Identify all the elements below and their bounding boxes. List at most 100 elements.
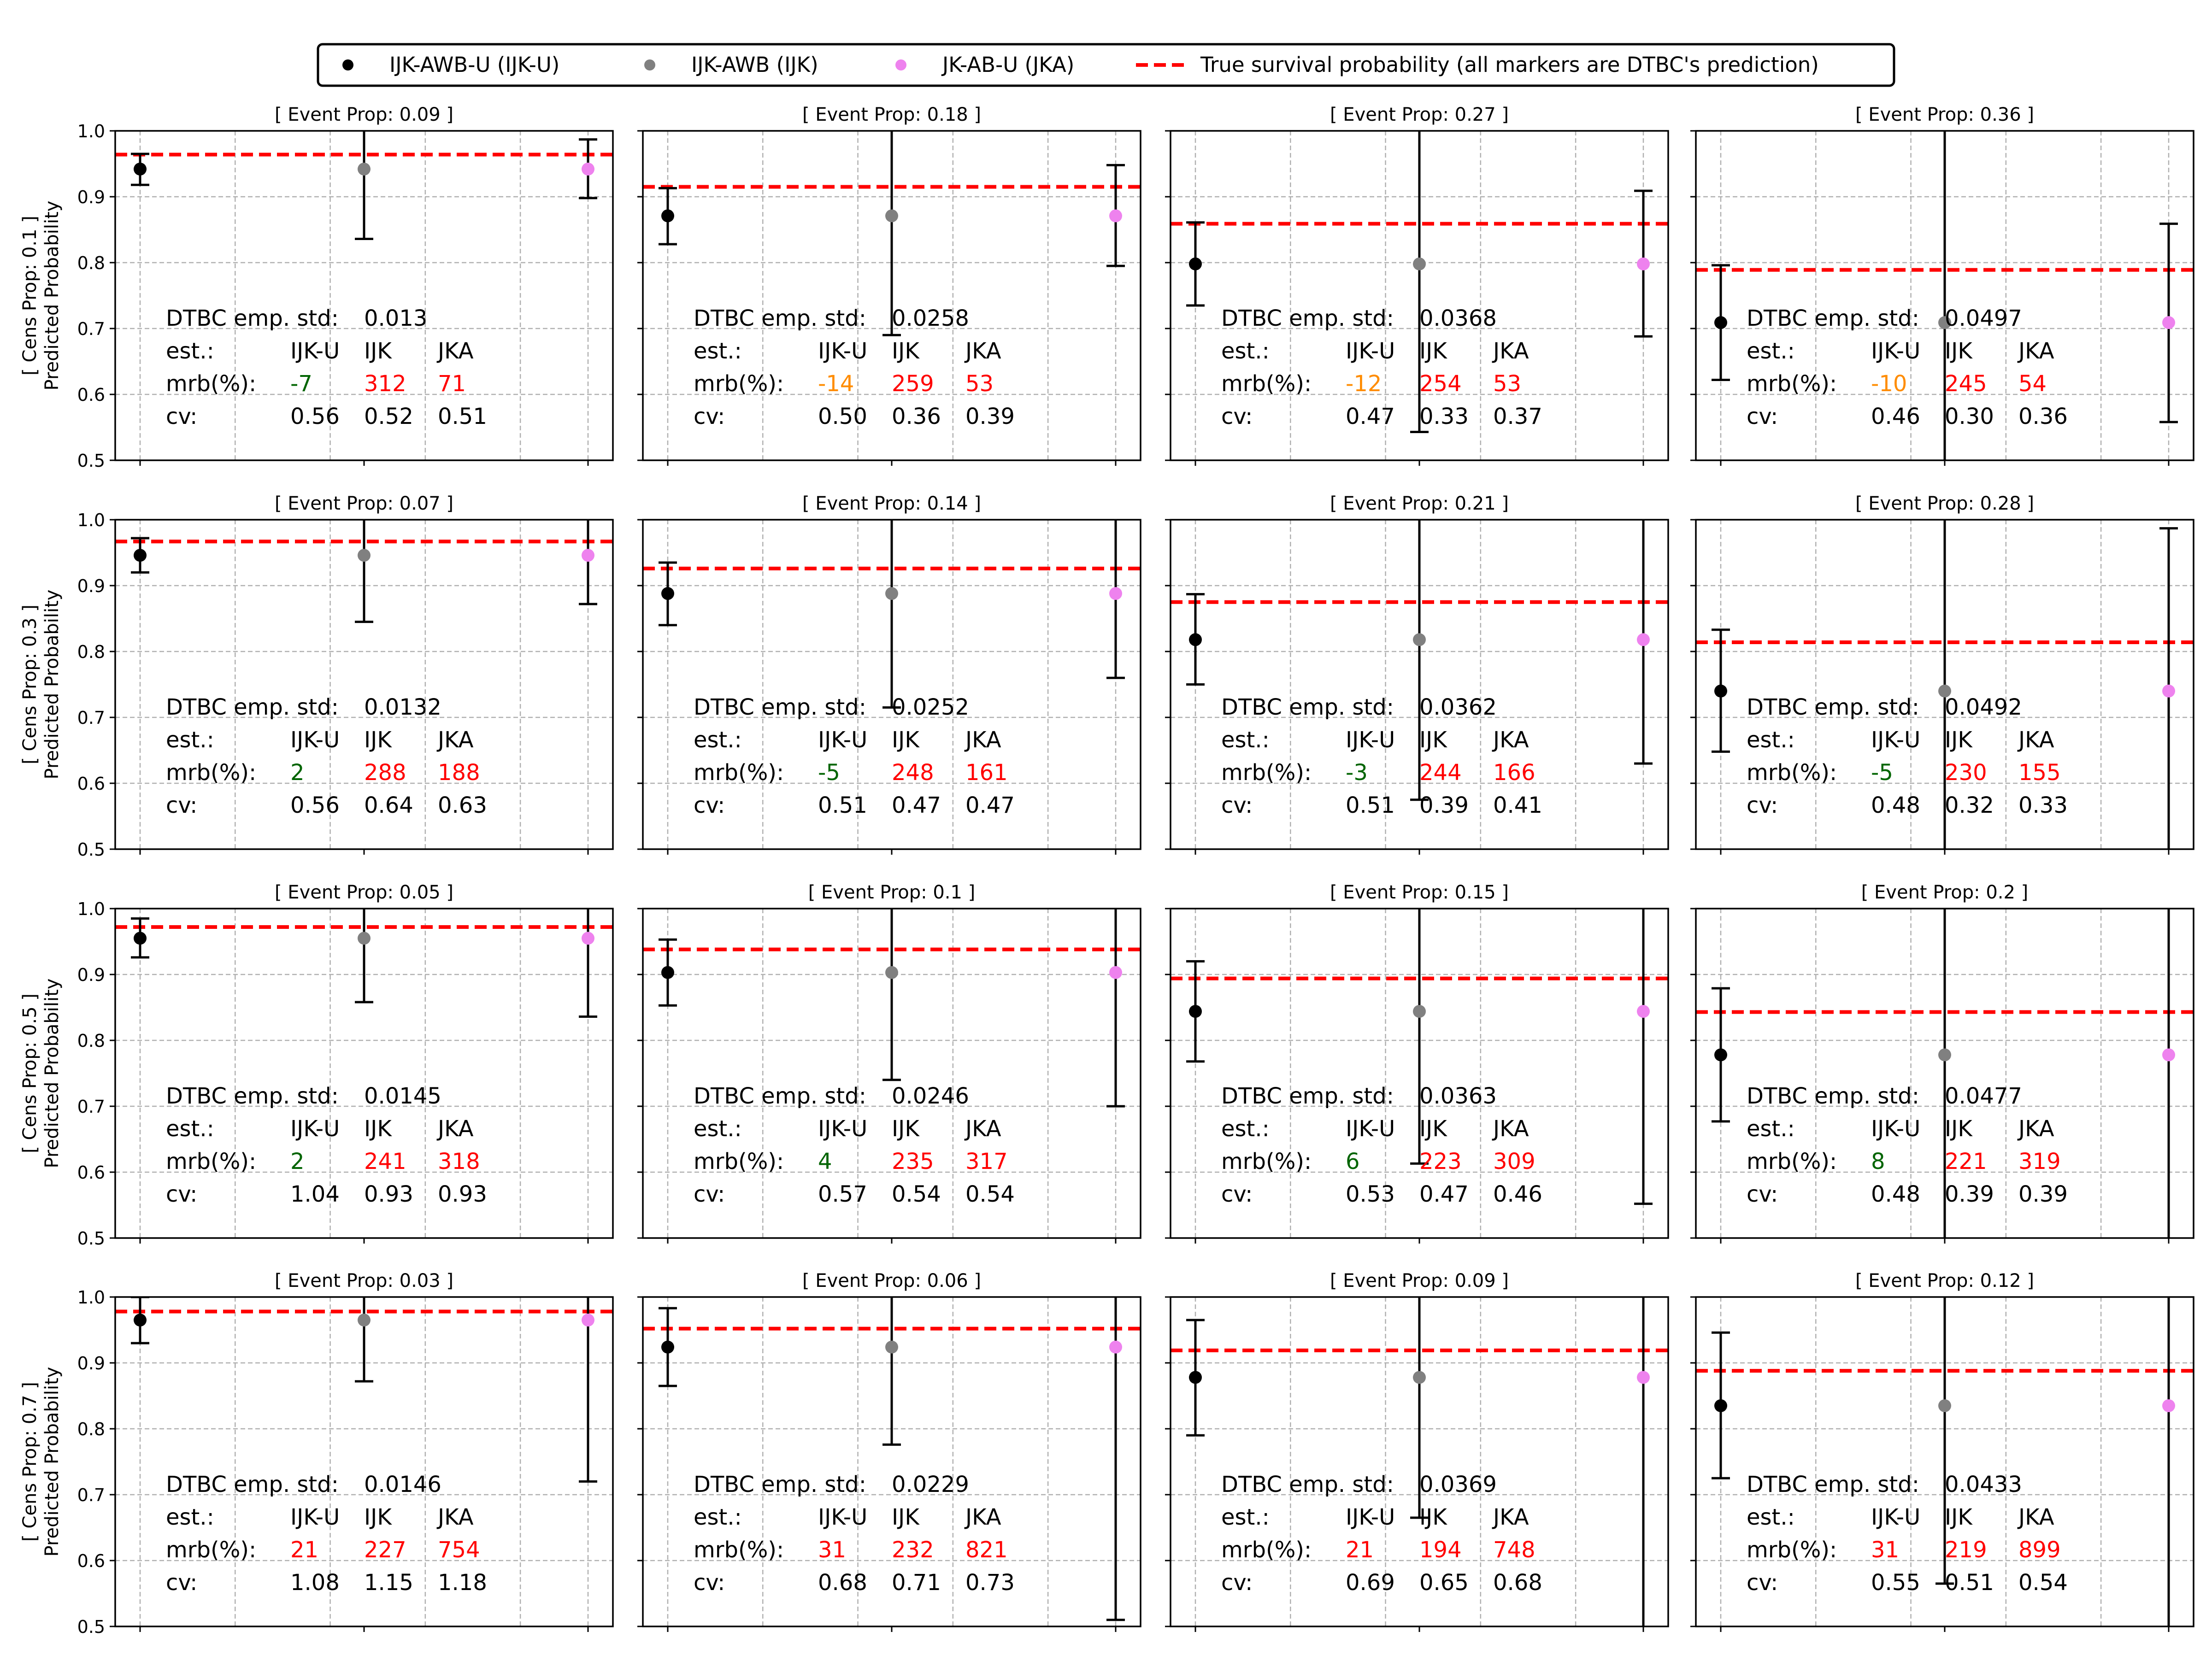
est-label: est.: — [1747, 1504, 1795, 1530]
point-IJK — [1413, 257, 1426, 270]
point-JKA — [1637, 1005, 1650, 1018]
cv-value: 0.73 — [965, 1570, 1015, 1596]
cv-value: 0.33 — [1419, 404, 1469, 429]
row-label-cens: [ Cens Prop: 0.3 ] — [19, 605, 41, 764]
est-name: IJK — [1945, 1504, 1973, 1530]
cv-value: 0.46 — [1871, 404, 1920, 429]
cv-label: cv: — [1221, 792, 1253, 818]
mrb-label: mrb(%): — [166, 371, 256, 397]
panel-plot-area: DTBC emp. std: 0.0229 est.: IJK-U IJK JKA mrb(… — [643, 1297, 1141, 1621]
mrb-value: 21 — [290, 1537, 318, 1563]
est-name: JKA — [1492, 1504, 1529, 1530]
mrb-label: mrb(%): — [1747, 371, 1837, 397]
mrb-value: 53 — [1493, 371, 1521, 397]
est-name: IJK-U — [1871, 338, 1920, 364]
est-label: est.: — [166, 727, 214, 753]
point-JKA — [1637, 257, 1650, 270]
cv-value: 0.46 — [1493, 1181, 1542, 1207]
cv-value: 0.47 — [1346, 404, 1395, 429]
mrb-value: -7 — [290, 371, 312, 397]
panel-plot-area: DTBC emp. std: 0.0252 est.: IJK-U IJK JKA mrb(… — [643, 520, 1141, 818]
point-JKA — [2162, 316, 2175, 329]
std-label: DTBC emp. std: — [1747, 1472, 1919, 1497]
y-tick-label: 0.6 — [77, 385, 105, 405]
y-tick-label: 0.7 — [77, 708, 105, 728]
mrb-label: mrb(%): — [1747, 1149, 1837, 1174]
est-name: IJK-U — [1871, 727, 1920, 753]
std-label: DTBC emp. std: — [694, 305, 866, 331]
y-tick-label: 0.7 — [77, 1097, 105, 1117]
est-name: IJK — [364, 1504, 392, 1530]
panel-title: [ Event Prop: 0.14 ] — [802, 493, 981, 514]
panel-plot-area: DTBC emp. std: 0.0497 est.: IJK-U IJK JKA mrb(… — [1696, 131, 2194, 460]
legend-label: IJK-AWB-U (IJK-U) — [389, 53, 559, 77]
cv-value: 1.18 — [438, 1570, 487, 1596]
std-value: 0.0252 — [892, 694, 969, 720]
point-IJK-U — [1189, 1005, 1202, 1018]
est-name: JKA — [964, 1116, 1001, 1142]
legend-item: IJK-AWB-U (IJK-U) — [342, 53, 559, 77]
y-tick-label: 0.8 — [77, 642, 105, 662]
est-name: IJK-U — [1346, 727, 1395, 753]
mrb-label: mrb(%): — [694, 1537, 784, 1563]
est-name: IJK-U — [818, 1504, 867, 1530]
cv-value: 0.65 — [1419, 1570, 1469, 1596]
mrb-value: 223 — [1419, 1149, 1462, 1174]
point-JKA — [582, 162, 594, 176]
mrb-value: -10 — [1871, 371, 1907, 397]
row-label: [ Cens Prop: 0.7 ] Predicted Probability — [19, 1367, 63, 1557]
panel: [ Event Prop: 0.36 ] DTBC emp. std: 0.0497… — [1690, 104, 2194, 466]
std-label: DTBC emp. std: — [166, 694, 339, 720]
panel-plot-area: DTBC emp. std: 0.0362 est.: IJK-U IJK JKA mrb(… — [1171, 520, 1668, 818]
mrb-label: mrb(%): — [694, 760, 784, 786]
panel: [ Event Prop: 0.06 ] DTBC emp. std: 0.0229… — [637, 1270, 1141, 1632]
point-IJK-U — [661, 966, 674, 979]
est-name: JKA — [2017, 338, 2054, 364]
panel-title: [ Event Prop: 0.07 ] — [275, 493, 453, 514]
y-tick-label: 0.8 — [77, 1419, 105, 1439]
est-label: est.: — [694, 338, 742, 364]
est-label: est.: — [166, 1116, 214, 1142]
est-name: IJK — [1945, 727, 1973, 753]
y-tick-label: 1.0 — [77, 510, 105, 530]
est-name: IJK-U — [290, 1116, 340, 1142]
y-tick-label: 0.6 — [77, 1551, 105, 1571]
std-value: 0.0229 — [892, 1472, 969, 1497]
est-name: IJK-U — [818, 727, 867, 753]
panel-frame — [1695, 130, 2194, 461]
y-tick-label: 1.0 — [77, 1287, 105, 1308]
mrb-value: 6 — [1346, 1149, 1360, 1174]
mrb-value: 318 — [438, 1149, 480, 1174]
panel-title: [ Event Prop: 0.06 ] — [802, 1270, 981, 1291]
est-name: IJK — [892, 727, 920, 753]
mrb-value: 219 — [1945, 1537, 1987, 1563]
est-name: JKA — [964, 1504, 1001, 1530]
panel-title: [ Event Prop: 0.09 ] — [1330, 1270, 1509, 1291]
est-name: JKA — [1492, 338, 1529, 364]
point-IJK-U — [1189, 1371, 1202, 1384]
cv-value: 0.53 — [1346, 1181, 1395, 1207]
est-name: IJK-U — [290, 727, 340, 753]
row-label: [ Cens Prop: 0.3 ] Predicted Probability — [19, 590, 63, 780]
y-tick-label: 0.7 — [77, 1485, 105, 1505]
y-tick-label: 1.0 — [77, 899, 105, 919]
std-label: DTBC emp. std: — [166, 305, 339, 331]
cv-value: 0.39 — [965, 404, 1015, 429]
panel-frame — [1695, 908, 2194, 1239]
panel-plot-area: DTBC emp. std: 0.0132 est.: IJK-U IJK JKA mrb(… — [115, 520, 613, 818]
mrb-value: 317 — [965, 1149, 1008, 1174]
y-tick-label: 0.5 — [77, 1228, 105, 1249]
panel: [ Event Prop: 0.2 ] DTBC emp. std: 0.0477 e… — [1690, 882, 2194, 1244]
cv-value: 0.64 — [364, 792, 413, 818]
point-JKA — [1109, 1340, 1122, 1354]
est-label: est.: — [166, 338, 214, 364]
mrb-value: 309 — [1493, 1149, 1535, 1174]
std-value: 0.0258 — [892, 305, 969, 331]
est-name: IJK — [1419, 727, 1447, 753]
panel-title: [ Event Prop: 0.05 ] — [275, 882, 453, 903]
mrb-label: mrb(%): — [166, 1149, 256, 1174]
mrb-value: 312 — [364, 371, 406, 397]
point-IJK — [1938, 1048, 1951, 1062]
panel: 0.5 0.6 0.7 0.8 0.9 1.0 [ Event Prop: 0.09 ] DT… — [77, 104, 614, 471]
panel-frame — [1695, 1296, 2194, 1627]
